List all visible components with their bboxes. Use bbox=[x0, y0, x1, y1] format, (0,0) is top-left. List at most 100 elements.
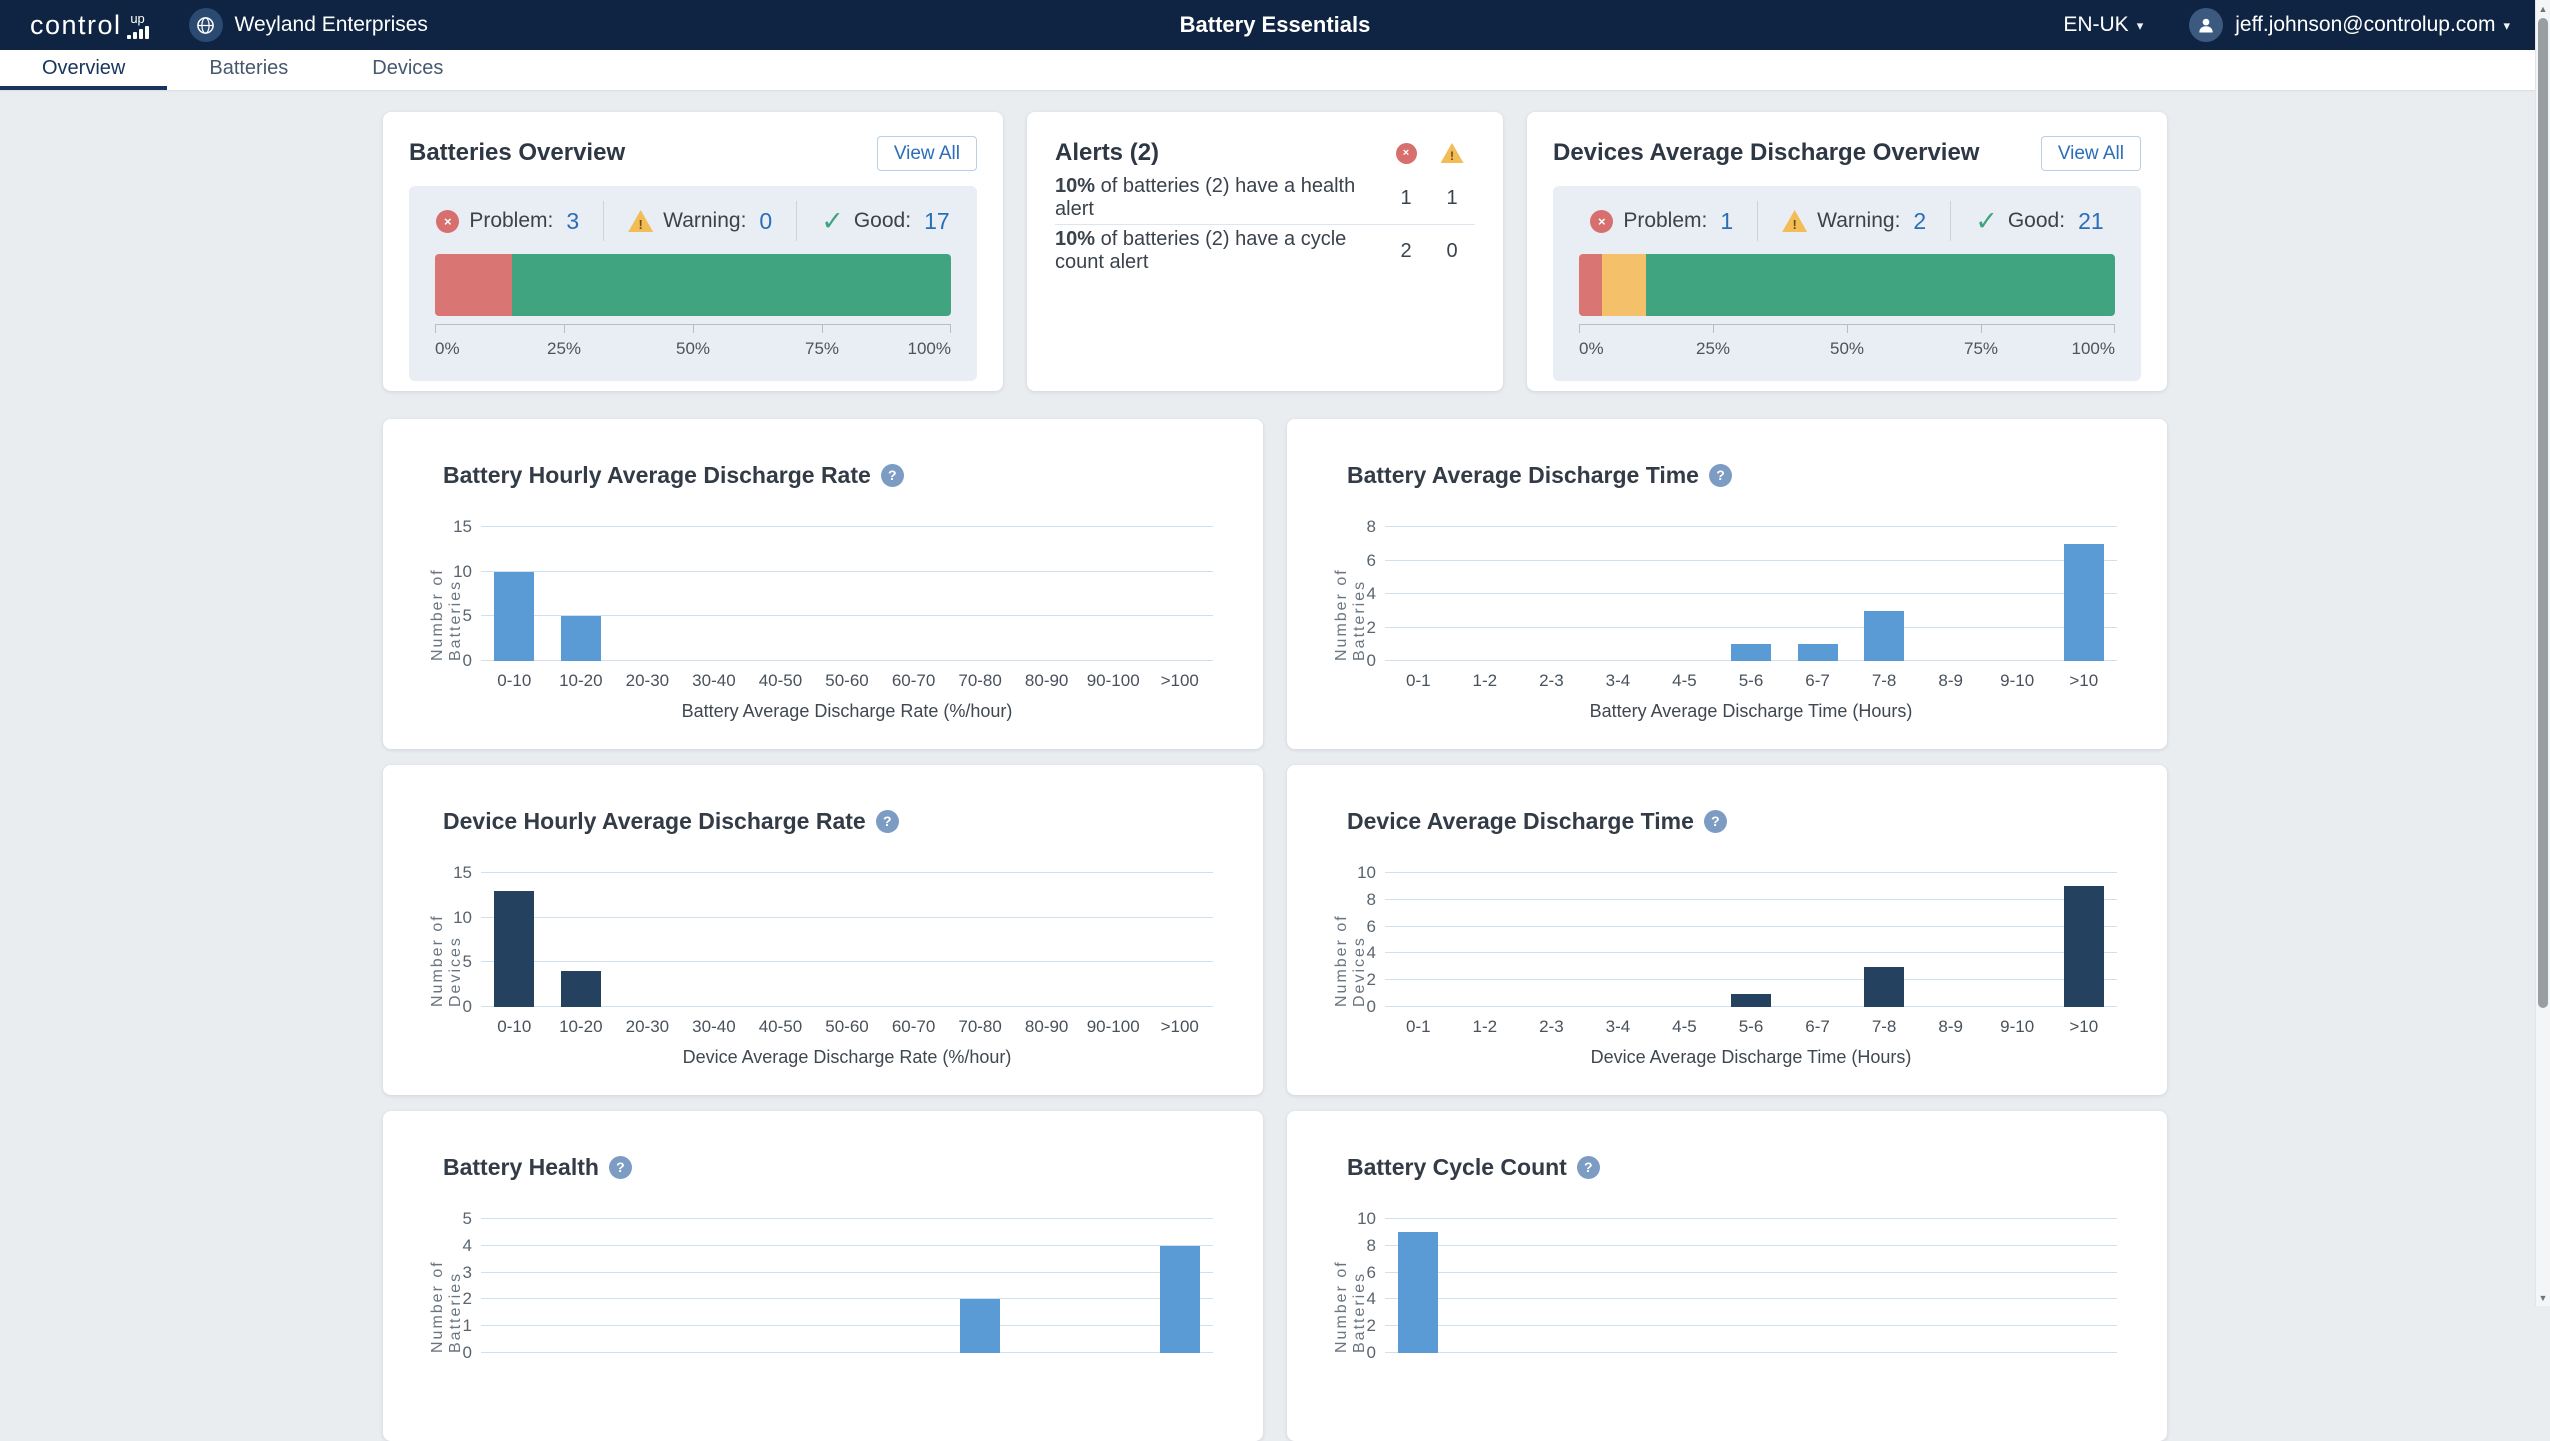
bar[interactable] bbox=[960, 1299, 1001, 1353]
x-tick-label: 5-6 bbox=[1738, 1017, 1764, 1036]
bar-slot bbox=[1984, 1219, 2051, 1353]
problem-segment[interactable] bbox=[435, 254, 513, 316]
warning-icon: ! bbox=[1440, 143, 1464, 163]
warning-count: 0 bbox=[759, 207, 773, 234]
bar[interactable] bbox=[1159, 1245, 1200, 1353]
bar-slot bbox=[814, 873, 881, 1007]
problem-segment[interactable] bbox=[1579, 254, 1602, 316]
bar[interactable] bbox=[560, 616, 601, 661]
alert-row-health[interactable]: 10% of batteries (2) have a health alert… bbox=[1055, 172, 1475, 225]
y-tick-label: 0 bbox=[1366, 1343, 1376, 1362]
x-tick-label: 10-20 bbox=[559, 671, 603, 690]
bar-chart: Number of Devices 0 2 4 6 8 10 0-1 1-2 2-3 3-4 4-5 5… bbox=[1333, 863, 2117, 1068]
battery-health-card: Battery Health ? Number of Batteries 0 1 2 3… bbox=[383, 1111, 1263, 1441]
tab-bar: Overview Batteries Devices bbox=[0, 50, 2550, 90]
bar[interactable] bbox=[494, 571, 535, 661]
logo-bars-icon: up bbox=[126, 12, 149, 39]
bar-slot bbox=[1984, 873, 2051, 1007]
bar-slot bbox=[880, 1219, 947, 1353]
help-icon[interactable]: ? bbox=[1576, 1155, 1600, 1179]
bar-slot bbox=[1452, 1219, 1519, 1353]
x-tick-label: >100 bbox=[1160, 1017, 1199, 1036]
tab-devices[interactable]: Devices bbox=[372, 56, 444, 79]
bar[interactable] bbox=[1731, 644, 1771, 661]
bar[interactable] bbox=[1398, 1232, 1439, 1353]
tab-batteries[interactable]: Batteries bbox=[209, 56, 289, 79]
y-tick-label: 10 bbox=[1357, 1209, 1376, 1228]
y-tick-label: 1 bbox=[462, 1316, 472, 1336]
x-tick-label: 6-7 bbox=[1805, 1017, 1830, 1036]
bar[interactable] bbox=[1731, 993, 1771, 1007]
bar-slot bbox=[1080, 527, 1147, 661]
bar-slot bbox=[1651, 527, 1718, 661]
x-tick-label: >10 bbox=[2069, 1017, 2099, 1036]
x-tick-label: 0-10 bbox=[497, 1017, 532, 1036]
view-all-button[interactable]: View All bbox=[2040, 135, 2141, 171]
bar[interactable] bbox=[1864, 610, 1905, 661]
y-axis-title: Number of Batteries bbox=[1333, 568, 1368, 661]
x-tick-labels: 0-10 10-20 20-30 30-40 40-50 50-60 60-70 70-80 8… bbox=[481, 1017, 1213, 1037]
scroll-up-icon[interactable]: ▲ bbox=[2538, 3, 2548, 14]
y-tick-label: 4 bbox=[1366, 1289, 1376, 1309]
bar-slot bbox=[1784, 1219, 1851, 1353]
controlup-logo[interactable]: control up bbox=[30, 11, 149, 39]
status-stacked-bar[interactable] bbox=[435, 254, 951, 316]
gridline: 5 bbox=[463, 1209, 1213, 1228]
x-tick-label: 0-1 bbox=[1405, 1017, 1431, 1036]
x-tick-label: 60-70 bbox=[891, 1017, 936, 1036]
x-tick-label: 90-100 bbox=[1086, 1017, 1140, 1036]
help-icon[interactable]: ? bbox=[880, 463, 904, 487]
y-tick-label: 5 bbox=[462, 606, 472, 626]
bar[interactable] bbox=[1864, 966, 1905, 1007]
bar-slot bbox=[548, 1219, 615, 1353]
bar-slot bbox=[1651, 1219, 1718, 1353]
view-all-button[interactable]: View All bbox=[876, 135, 977, 171]
chart-title: Battery Hourly Average Discharge Rate bbox=[443, 461, 871, 488]
problem-summary: × Problem: 3 bbox=[436, 208, 579, 235]
y-tick-label: 6 bbox=[1366, 916, 1376, 936]
good-segment[interactable] bbox=[1645, 254, 2115, 316]
good-segment[interactable] bbox=[512, 254, 951, 316]
alert-text: 10% of batteries (2) have a health alert bbox=[1055, 175, 1356, 220]
bar-chart: Number of Batteries 0 2 4 6 8 10 bbox=[1333, 1209, 2117, 1362]
scrollbar-thumb[interactable] bbox=[2538, 18, 2548, 1008]
dashboard-content: Batteries Overview View All × Problem: 3… bbox=[383, 112, 2167, 1441]
card-title: Devices Average Discharge Overview bbox=[1553, 139, 1980, 166]
bar-slot bbox=[481, 1219, 548, 1353]
gridline: 6 bbox=[1367, 1263, 2117, 1282]
gridline: 5 bbox=[463, 606, 1213, 625]
warning-column-header: ! bbox=[1429, 143, 1475, 163]
devices-overview-card: Devices Average Discharge Overview View … bbox=[1527, 112, 2167, 391]
axis-tick-label: 50% bbox=[1829, 339, 1865, 358]
user-menu[interactable]: jeff.johnson@controlup.com ▾ bbox=[2189, 8, 2510, 42]
alert-row-cycle-count[interactable]: 10% of batteries (2) have a cycle count … bbox=[1055, 225, 1475, 277]
vertical-scrollbar[interactable]: ▲ ▼ bbox=[2535, 0, 2550, 1306]
bar[interactable] bbox=[2063, 886, 2104, 1007]
warning-segment[interactable] bbox=[1601, 254, 1646, 316]
scroll-down-icon[interactable]: ▼ bbox=[2538, 1292, 2548, 1303]
bar[interactable] bbox=[494, 890, 535, 1007]
axis-tick-label: 100% bbox=[2071, 339, 2115, 358]
problem-label: Problem: bbox=[1623, 209, 1708, 232]
bar-slot bbox=[1080, 1219, 1147, 1353]
help-icon[interactable]: ? bbox=[875, 809, 899, 833]
divider bbox=[1950, 201, 1952, 241]
status-stacked-bar[interactable] bbox=[1579, 254, 2115, 316]
bar[interactable] bbox=[2063, 543, 2104, 661]
bar[interactable] bbox=[1797, 644, 1838, 661]
organization-selector[interactable]: Weyland Enterprises bbox=[188, 8, 428, 42]
help-icon[interactable]: ? bbox=[1708, 463, 1732, 487]
help-icon[interactable]: ? bbox=[608, 1155, 632, 1179]
x-tick-label: 4-5 bbox=[1672, 671, 1697, 690]
x-tick-label: 90-100 bbox=[1086, 671, 1140, 690]
gridline: 0 bbox=[463, 651, 1213, 670]
bar[interactable] bbox=[560, 971, 601, 1007]
bar-slot bbox=[747, 873, 814, 1007]
percentage-axis-labels: 0% 25% 50% 75% 100% bbox=[1579, 339, 2115, 359]
bar-slot bbox=[1984, 527, 2051, 661]
tab-overview[interactable]: Overview bbox=[0, 50, 168, 90]
help-icon[interactable]: ? bbox=[1703, 809, 1727, 833]
language-selector[interactable]: EN-UK ▾ bbox=[2063, 13, 2143, 37]
alert-warning-count: 1 bbox=[1446, 186, 1458, 209]
error-icon: × bbox=[1590, 209, 1614, 233]
